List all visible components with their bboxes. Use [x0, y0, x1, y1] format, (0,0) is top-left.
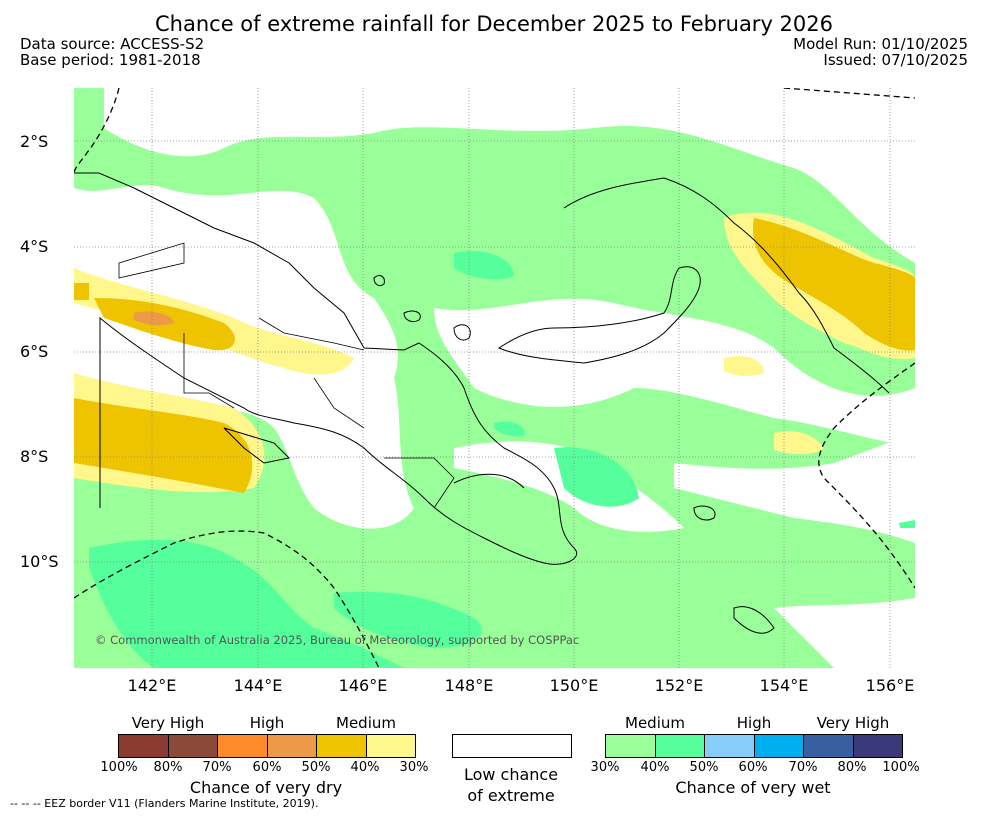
dry-very-high-label: Very High — [131, 714, 205, 732]
dry-high-label: High — [249, 714, 285, 732]
wet-tick: 50% — [689, 760, 719, 775]
wet-tick: 100% — [882, 760, 920, 775]
dry-tick: 40% — [350, 760, 380, 775]
wet-swatch — [705, 735, 755, 757]
lat-label-2s: 2°S — [20, 132, 49, 151]
lon-label-144e: 144°E — [233, 676, 283, 695]
lon-label-146e: 146°E — [338, 676, 388, 695]
wet-medium-label: Medium — [625, 714, 685, 732]
dry-swatch — [267, 735, 317, 757]
eez-borders — [74, 88, 915, 668]
dry-tick: 60% — [252, 760, 282, 775]
wet-tick: 80% — [837, 760, 867, 775]
low-chance-line1: Low chance — [463, 765, 559, 784]
province-borders — [118, 242, 455, 509]
wet-tick: 30% — [590, 760, 620, 775]
lon-label-152e: 152°E — [654, 676, 704, 695]
rainfall-map — [74, 88, 915, 668]
dry-tick: 100% — [100, 760, 138, 775]
low-chance-line2: of extreme — [467, 786, 555, 805]
dry-swatch — [317, 735, 367, 757]
dry-50-60-area — [134, 311, 174, 326]
coastlines — [74, 172, 890, 634]
dry-swatch — [218, 735, 268, 757]
lon-label-148e: 148°E — [444, 676, 494, 695]
eez-note: -- -- -- EEZ border V11 (Flanders Marine… — [10, 797, 319, 810]
wet-tick: 60% — [738, 760, 768, 775]
wet-swatch — [804, 735, 854, 757]
wet-swatch — [754, 735, 804, 757]
dry-tick: 80% — [153, 760, 183, 775]
lat-label-10s: 10°S — [20, 552, 59, 571]
lon-label-154e: 154°E — [759, 676, 809, 695]
low-chance-caption: Low chance of extreme — [440, 764, 582, 806]
meta-right: Model Run: 01/10/2025 Issued: 07/10/2025 — [793, 36, 968, 68]
wet-tick: 70% — [788, 760, 818, 775]
issued-date: Issued: 07/10/2025 — [823, 51, 968, 69]
grid-lines — [74, 88, 915, 668]
lat-label-8s: 8°S — [20, 447, 49, 466]
wet-tick: 40% — [640, 760, 670, 775]
base-period: Base period: 1981-2018 — [20, 51, 201, 69]
map-title: Chance of extreme rainfall for December … — [155, 12, 833, 36]
lat-label-4s: 4°S — [20, 237, 49, 256]
lon-label-156e: 156°E — [865, 676, 915, 695]
wet-swatch — [853, 735, 902, 757]
model-run: Model Run: 01/10/2025 — [793, 35, 968, 53]
dry-tick: 30% — [399, 760, 429, 775]
dry-swatch — [119, 735, 169, 757]
wet-legend-caption: Chance of very wet — [675, 778, 831, 797]
low-chance-areas — [74, 88, 915, 668]
lon-label-150e: 150°E — [549, 676, 599, 695]
dry-tick: 50% — [301, 760, 331, 775]
wet-very-high-label: Very High — [816, 714, 890, 732]
dry-swatch — [366, 735, 415, 757]
wet-colorbar — [605, 734, 903, 758]
dry-medium-label: Medium — [336, 714, 396, 732]
low-chance-swatch — [452, 734, 572, 758]
lon-label-142e: 142°E — [127, 676, 177, 695]
meta-left: Data source: ACCESS-S2 Base period: 1981… — [20, 36, 204, 68]
dry-tick: 70% — [202, 760, 232, 775]
wet-high-label: High — [736, 714, 772, 732]
wet-40-50-areas — [89, 250, 915, 668]
dry-40-50-areas — [74, 218, 915, 493]
copyright-notice: © Commonwealth of Australia 2025, Bureau… — [95, 633, 580, 647]
data-source: Data source: ACCESS-S2 — [20, 35, 205, 53]
lat-label-6s: 6°S — [20, 342, 49, 361]
wet-swatch — [655, 735, 705, 757]
dry-swatch — [168, 735, 218, 757]
wet-swatch — [606, 735, 656, 757]
dry-colorbar — [118, 734, 416, 758]
dry-legend-caption: Chance of very dry — [189, 778, 343, 797]
